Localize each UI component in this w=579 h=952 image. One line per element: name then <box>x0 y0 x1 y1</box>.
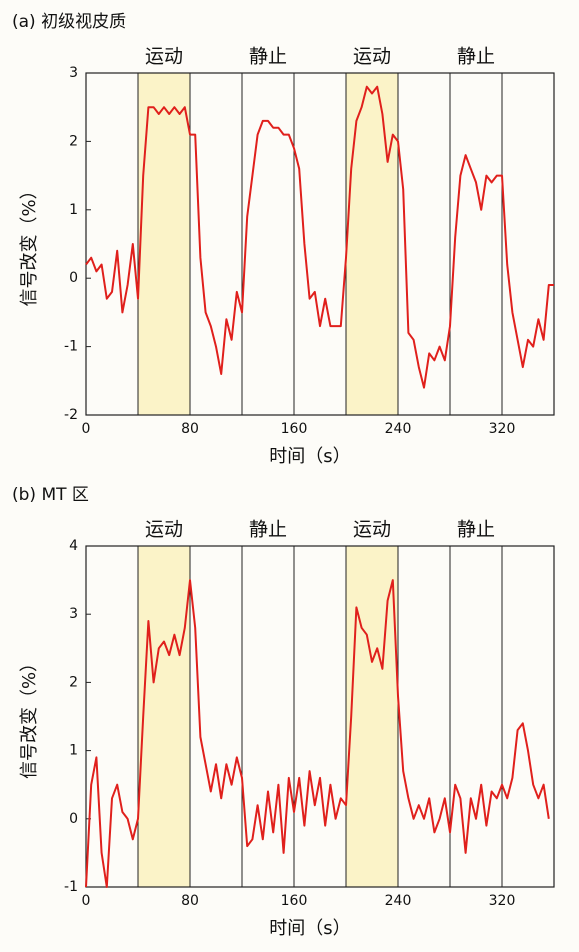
y-tick-label: 3 <box>69 606 78 622</box>
y-tick-label: 4 <box>69 538 78 554</box>
x-tick-label: 0 <box>82 421 91 437</box>
band-label: 静止 <box>249 519 287 541</box>
y-axis-label: 信号改变（%） <box>19 181 40 306</box>
x-axis-label: 时间（s） <box>269 446 350 467</box>
x-tick-label: 80 <box>181 893 199 909</box>
y-axis-label: 信号改变（%） <box>19 654 40 779</box>
x-tick-label: 320 <box>489 893 516 909</box>
y-tick-label: 3 <box>69 65 78 81</box>
y-tick-label: 0 <box>69 270 78 286</box>
y-tick-label: -2 <box>64 407 78 423</box>
band-label: 静止 <box>249 46 287 68</box>
y-tick-label: 0 <box>69 811 78 827</box>
x-axis-label: 时间（s） <box>269 918 350 939</box>
x-tick-label: 320 <box>489 421 516 437</box>
x-tick-label: 0 <box>82 893 91 909</box>
band-label: 静止 <box>457 46 495 68</box>
x-tick-label: 160 <box>281 421 308 437</box>
x-tick-label: 240 <box>385 421 412 437</box>
band-label: 静止 <box>457 519 495 541</box>
shaded-band <box>138 546 190 887</box>
shaded-band <box>346 546 398 887</box>
x-tick-label: 160 <box>281 893 308 909</box>
y-tick-label: 2 <box>69 674 78 690</box>
panel-title: (b) MT 区 <box>12 485 89 505</box>
y-tick-label: -1 <box>64 879 78 895</box>
plot-frame <box>85 72 555 416</box>
y-tick-label: -1 <box>64 339 78 355</box>
y-tick-label: 1 <box>69 202 78 218</box>
signal-line <box>85 579 550 888</box>
x-tick-label: 80 <box>181 421 199 437</box>
x-tick-label: 240 <box>385 893 412 909</box>
shaded-band <box>138 73 190 415</box>
signal-line <box>85 85 554 389</box>
band-label: 运动 <box>353 519 391 541</box>
y-tick-label: 2 <box>69 133 78 149</box>
band-label: 运动 <box>145 46 183 68</box>
plot-frame <box>85 545 555 888</box>
band-label: 运动 <box>145 519 183 541</box>
band-label: 运动 <box>353 46 391 68</box>
shaded-band <box>346 73 398 415</box>
panel-title: (a) 初级视皮质 <box>12 12 126 32</box>
y-tick-label: 1 <box>69 743 78 759</box>
